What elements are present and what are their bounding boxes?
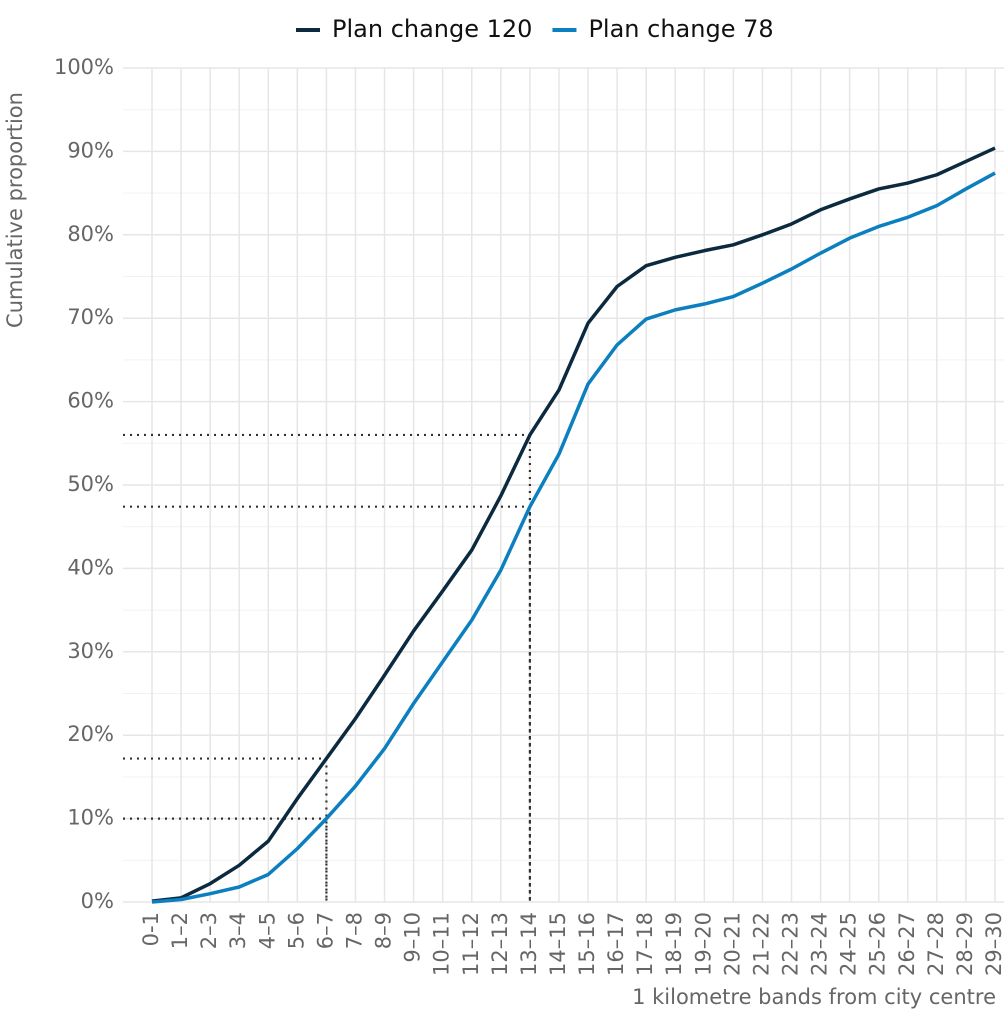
x-tick-label: 2–3 — [197, 912, 221, 949]
x-tick-label: 8–9 — [372, 912, 396, 949]
x-tick-label: 7–8 — [342, 912, 366, 949]
x-tick-label: 11–12 — [459, 912, 483, 976]
x-tick-label: 4–5 — [255, 912, 279, 949]
x-tick-label: 19–20 — [691, 912, 715, 976]
y-tick-label: 30% — [67, 639, 114, 663]
x-tick-label: 14–15 — [546, 912, 570, 976]
y-axis-label: Cumulative proportion — [3, 92, 27, 328]
x-tick-label: 10–11 — [430, 912, 454, 976]
y-tick-label: 0% — [81, 889, 114, 913]
y-tick-label: 10% — [67, 806, 114, 830]
x-axis-label: 1 kilometre bands from city centre — [632, 985, 996, 1009]
legend-label: Plan change 78 — [588, 15, 773, 43]
x-tick-label: 6–7 — [313, 912, 337, 949]
legend-label: Plan change 120 — [332, 15, 532, 43]
x-tick-label: 27–28 — [924, 912, 948, 976]
x-tick-label: 9–10 — [401, 912, 425, 963]
x-tick-label: 18–19 — [662, 912, 686, 976]
x-tick-label: 23–24 — [808, 912, 832, 976]
y-tick-label: 90% — [67, 138, 114, 162]
x-tick-label: 12–13 — [488, 912, 512, 976]
x-tick-label: 26–27 — [895, 912, 919, 976]
y-tick-label: 40% — [67, 555, 114, 579]
x-tick-label: 15–16 — [575, 912, 599, 976]
x-tick-label: 24–25 — [837, 912, 861, 976]
x-tick-label: 0-1 — [139, 912, 163, 946]
series-line — [151, 171, 996, 904]
x-tick-label: 16–17 — [604, 912, 628, 976]
x-tick-label: 3–4 — [226, 912, 250, 949]
x-tick-label: 13–14 — [517, 912, 541, 976]
y-tick-label: 80% — [67, 222, 114, 246]
y-tick-label: 70% — [67, 305, 114, 329]
x-tick-label: 25–26 — [866, 912, 890, 976]
y-tick-label: 20% — [67, 722, 114, 746]
x-tick-label: 1–2 — [168, 912, 192, 949]
x-tick-label: 22–23 — [779, 912, 803, 976]
x-tick-label: 29–30 — [982, 912, 1006, 976]
y-tick-label: 50% — [67, 472, 114, 496]
x-tick-label: 21–22 — [749, 912, 773, 976]
series-line — [151, 146, 996, 903]
x-tick-label: 28–29 — [953, 912, 977, 976]
x-tick-label: 17–18 — [633, 912, 657, 976]
x-tick-label: 5–6 — [284, 912, 308, 949]
y-tick-label: 60% — [67, 389, 114, 413]
y-tick-label: 100% — [54, 55, 114, 79]
x-tick-label: 20–21 — [720, 912, 744, 976]
